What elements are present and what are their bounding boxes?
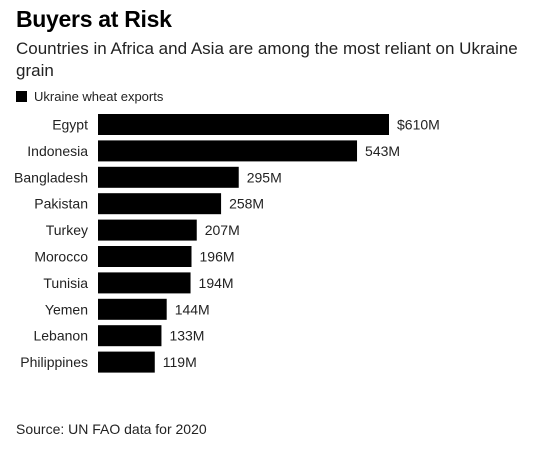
chart-subtitle: Countries in Africa and Asia are among t… — [16, 39, 518, 80]
value-label: 196M — [200, 249, 235, 265]
category-label: Bangladesh — [14, 169, 88, 185]
category-label: Tunisia — [43, 275, 88, 291]
category-label: Philippines — [20, 354, 88, 370]
category-label: Indonesia — [27, 143, 88, 159]
value-label: 194M — [199, 275, 234, 291]
category-label: Turkey — [46, 222, 88, 238]
category-label: Pakistan — [34, 196, 88, 212]
legend: Ukraine wheat exports — [16, 89, 163, 104]
bar — [98, 219, 197, 241]
value-label: 295M — [247, 169, 282, 185]
bar — [98, 114, 389, 135]
bar — [98, 351, 155, 373]
category-label: Egypt — [52, 117, 88, 133]
bar — [98, 298, 167, 320]
category-label: Morocco — [34, 249, 88, 265]
value-label: 207M — [205, 222, 240, 238]
bar — [98, 193, 222, 215]
chart-title: Buyers at Risk — [16, 6, 172, 32]
bar — [98, 325, 162, 347]
value-label: $610M — [397, 117, 440, 133]
value-label: 133M — [169, 328, 204, 344]
legend-label: Ukraine wheat exports — [34, 89, 164, 104]
bar — [98, 140, 358, 162]
bar-chart: Egypt $610M Indonesia 543M Bangladesh 295M Pak… — [14, 114, 440, 373]
value-label: 119M — [163, 354, 197, 370]
value-label: 543M — [365, 143, 400, 159]
bar — [98, 166, 239, 188]
value-label: 258M — [229, 196, 264, 212]
source-note: Source: UN FAO data for 2020 — [16, 421, 207, 437]
category-label: Lebanon — [33, 328, 88, 344]
bar — [98, 246, 192, 267]
category-label: Yemen — [45, 301, 88, 317]
legend-swatch — [16, 91, 27, 102]
bar — [98, 272, 191, 294]
value-label: 144M — [175, 301, 210, 317]
